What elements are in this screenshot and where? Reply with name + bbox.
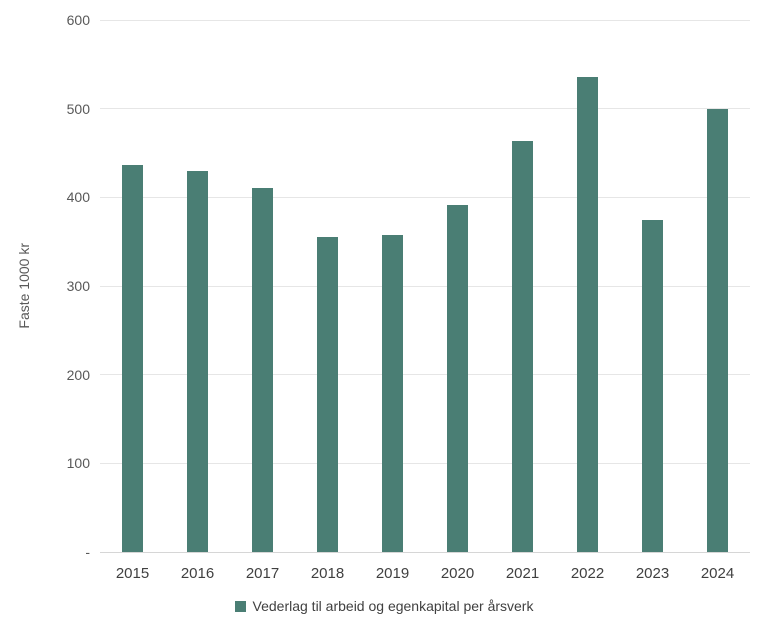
gridline bbox=[100, 374, 750, 376]
y-tick-label: 600 bbox=[66, 12, 90, 28]
y-tick-label: - bbox=[85, 544, 90, 560]
bar-2015 bbox=[122, 164, 143, 552]
gridline bbox=[100, 285, 750, 287]
x-tick-label: 2017 bbox=[245, 565, 280, 582]
x-tick-label: 2021 bbox=[505, 565, 540, 582]
y-tick-label: 100 bbox=[66, 455, 90, 472]
bar-2024 bbox=[707, 108, 728, 552]
plot-area bbox=[100, 19, 750, 553]
bar-2017 bbox=[252, 187, 273, 552]
y-tick-label: 200 bbox=[66, 366, 90, 383]
x-tick-label: 2015 bbox=[115, 565, 150, 582]
bar-2022 bbox=[577, 76, 598, 552]
bar-2019 bbox=[382, 235, 403, 552]
y-tick-label: 500 bbox=[66, 100, 90, 117]
y-tick-label: 300 bbox=[66, 278, 90, 294]
bar-2020 bbox=[447, 205, 468, 552]
y-tick-label: 400 bbox=[66, 189, 90, 206]
x-tick-label: 2016 bbox=[180, 565, 215, 582]
x-tick-label: 2023 bbox=[635, 565, 670, 582]
x-tick-label: 2022 bbox=[570, 565, 605, 582]
gridline bbox=[100, 108, 750, 110]
x-tick-label: 2019 bbox=[375, 565, 410, 582]
x-tick-label: 2018 bbox=[310, 565, 345, 582]
x-tick-label: 2020 bbox=[440, 565, 475, 582]
legend-swatch bbox=[234, 600, 246, 612]
bar-2021 bbox=[512, 141, 533, 552]
gridline bbox=[100, 462, 750, 464]
gridline bbox=[100, 19, 750, 21]
bar-2016 bbox=[187, 170, 208, 552]
bar-2018 bbox=[317, 237, 338, 552]
legend-label: Vederlag til arbeid og egenkapital per å… bbox=[252, 598, 534, 614]
legend: Vederlag til arbeid og egenkapital per å… bbox=[0, 598, 768, 614]
x-tick-label: 2024 bbox=[700, 565, 735, 582]
bar-2023 bbox=[642, 219, 663, 552]
gridline bbox=[100, 196, 750, 198]
